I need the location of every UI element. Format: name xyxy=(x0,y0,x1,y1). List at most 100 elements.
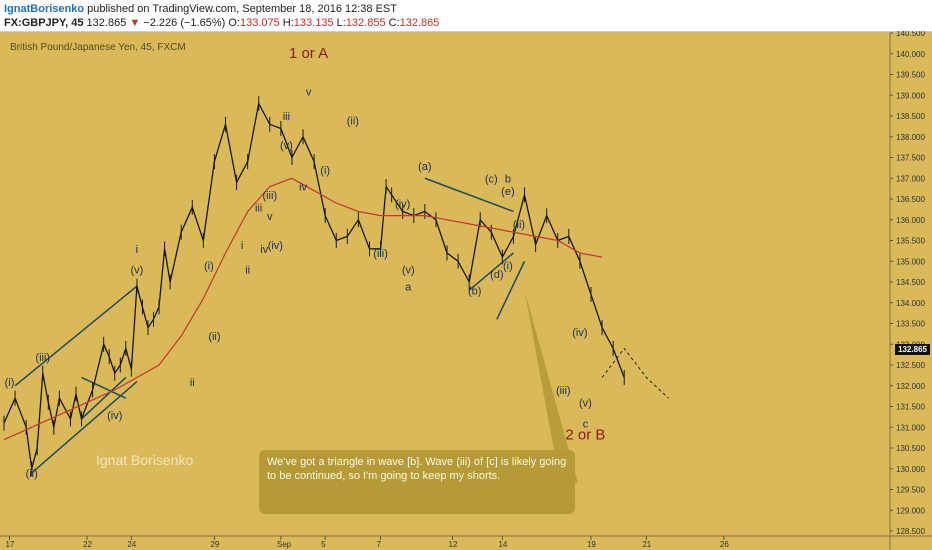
x-tick-label: 7 xyxy=(377,540,382,549)
wave-label: (ii) xyxy=(347,115,359,127)
wave-label: c xyxy=(583,418,589,430)
last-price: 132.865 xyxy=(86,17,127,29)
wave-label: v xyxy=(306,86,312,98)
wave-label: (i) xyxy=(320,165,330,177)
open-label: O: xyxy=(228,17,240,29)
wave-label: (i) xyxy=(204,261,214,273)
price-series-line xyxy=(3,102,625,470)
wave-label: b xyxy=(505,173,511,185)
trendline xyxy=(31,381,138,474)
wave-label: (e) xyxy=(501,186,514,198)
y-tick-label: 131.000 xyxy=(896,423,925,432)
wave-label: 2 or B xyxy=(565,427,605,444)
wave-label: (iii) xyxy=(373,248,388,260)
chart-area[interactable]: 140.500 140.000 139.500 139.000 138.500 138.0… xyxy=(0,31,932,550)
published-text: published on TradingView.com, September … xyxy=(84,3,397,15)
y-tick-label: 140.000 xyxy=(896,50,925,59)
wave-label: iii xyxy=(255,202,262,214)
wave-label: (d) xyxy=(490,269,503,281)
x-tick-label: 12 xyxy=(449,540,458,549)
wave-label: iii xyxy=(283,111,290,123)
x-tick-label: 26 xyxy=(720,540,729,549)
wave-label: i xyxy=(136,244,138,256)
x-tick-label: 22 xyxy=(83,540,92,549)
wave-label: (i) xyxy=(5,377,15,389)
wave-label: iv xyxy=(299,182,307,194)
x-tick-label: 29 xyxy=(210,540,219,549)
y-tick-label: 132.500 xyxy=(896,361,925,370)
trendline xyxy=(468,252,514,291)
trendline xyxy=(424,177,514,213)
price-chart[interactable]: 140.500 140.000 139.500 139.000 138.500 138.0… xyxy=(0,31,932,550)
annotation-note: We've got a triangle in wave [b]. Wave (… xyxy=(259,450,575,514)
y-tick-label: 136.000 xyxy=(896,216,925,225)
y-tick-label: 130.000 xyxy=(896,465,925,474)
y-tick-label: 139.500 xyxy=(896,71,925,80)
y-tick-label: 137.500 xyxy=(896,154,925,163)
wave-label: (ii) xyxy=(513,219,525,231)
y-tick-label: 130.500 xyxy=(896,444,925,453)
y-tick-label: 134.500 xyxy=(896,278,925,287)
wave-label: (ii) xyxy=(26,468,38,480)
x-tick-label: 24 xyxy=(127,540,136,549)
x-tick-label: Sep xyxy=(277,540,292,549)
trendline xyxy=(81,376,127,420)
low-value: 132.855 xyxy=(345,17,386,29)
wave-label: (iv) xyxy=(572,327,587,339)
trendline xyxy=(14,285,138,387)
wave-label: (iv) xyxy=(395,198,410,210)
y-axis: 140.500 140.000 139.500 139.000 138.500 138.0… xyxy=(890,31,925,536)
y-tick-label: 129.500 xyxy=(896,486,925,495)
y-tick-label: 135.000 xyxy=(896,257,925,266)
chart-header: IgnatBorisenko published on TradingView.… xyxy=(0,0,932,32)
open-value: 133.075 xyxy=(239,17,280,29)
high-value: 133.135 xyxy=(293,17,334,29)
quote-line: FX:GBPJPY, 45 132.865 ▼ −2.226 (−1.65%) … xyxy=(4,17,439,29)
wave-label: (iv) xyxy=(268,240,283,252)
author-name[interactable]: IgnatBorisenko xyxy=(4,3,85,15)
publish-line: IgnatBorisenko published on TradingView.… xyxy=(4,3,397,15)
y-tick-label: 140.500 xyxy=(896,31,925,38)
y-tick-label: 135.500 xyxy=(896,237,925,246)
wave-label: (iii) xyxy=(262,190,277,202)
wave-label: (b) xyxy=(468,285,481,297)
wave-label: v xyxy=(267,211,273,223)
wave-label: i xyxy=(241,240,243,252)
moving-average-line xyxy=(3,177,603,441)
trendline xyxy=(496,260,526,320)
y-tick-label: 129.000 xyxy=(896,506,925,515)
wave-label: (v) xyxy=(402,265,415,277)
wave-label: a xyxy=(405,281,412,293)
wave-label: ii xyxy=(190,377,195,389)
low-label: L: xyxy=(336,17,346,29)
wave-label: (iii) xyxy=(35,352,50,364)
x-tick-label: 21 xyxy=(642,540,651,549)
y-tick-label: 137.000 xyxy=(896,174,925,183)
wave-label: (ii) xyxy=(208,331,220,343)
change-arrow-icon: ▼ xyxy=(129,17,141,29)
x-axis: 17 22 24 29 Sep 5 7 12 14 19 21 26 xyxy=(6,536,729,549)
wave-label: (a) xyxy=(418,161,431,173)
x-tick-label: 14 xyxy=(498,540,507,549)
wave-label: 1 or A xyxy=(289,45,328,62)
wave-label: ii xyxy=(245,265,250,277)
y-tick-label: 138.500 xyxy=(896,112,925,121)
y-tick-label: 128.500 xyxy=(896,527,925,536)
x-tick-label: 5 xyxy=(321,540,326,549)
wave-label: (iii) xyxy=(556,385,571,397)
y-tick-label: 134.000 xyxy=(896,299,925,308)
trendline xyxy=(81,376,127,399)
close-value: 132.865 xyxy=(399,17,440,29)
y-tick-label: 133.500 xyxy=(896,320,925,329)
wave-label: (v) xyxy=(130,265,143,277)
close-label: C: xyxy=(388,17,400,29)
x-tick-label: 17 xyxy=(6,540,15,549)
projection-line xyxy=(601,347,669,399)
author-watermark: Ignat Borisenko xyxy=(96,452,194,468)
annotation-text: We've got a triangle in wave [b]. Wave (… xyxy=(267,456,567,482)
wave-label: (i) xyxy=(503,261,513,273)
current-price-tag: 132.865 xyxy=(895,343,930,355)
y-tick-label: 136.500 xyxy=(896,195,925,204)
y-tick-label: 132.000 xyxy=(896,382,925,391)
x-tick-label: 19 xyxy=(587,540,596,549)
